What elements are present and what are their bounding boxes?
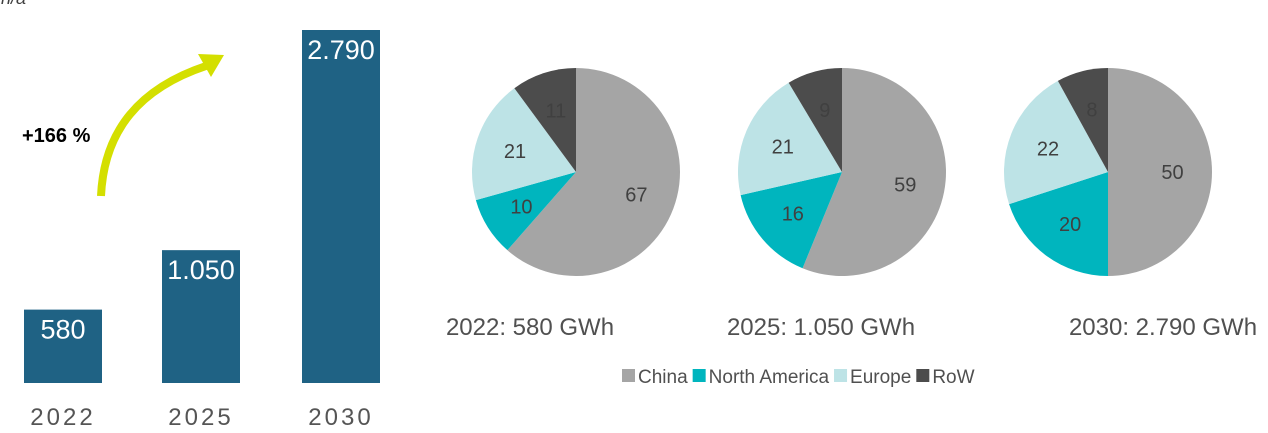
pie-2: 59 16 21 9 2025: 1.050 GWh	[727, 68, 946, 341]
pie-slice-label: 50	[1161, 162, 1183, 184]
pie-slice-label: 67	[625, 185, 647, 207]
pie-slice-label: 22	[1037, 138, 1059, 160]
x-tick-label: 2025	[168, 404, 233, 431]
legend-label: Europe	[850, 367, 911, 388]
pie-slice-label: 21	[504, 141, 526, 163]
pie-slice-label: 11	[546, 101, 567, 123]
pie-3: 50 20 22 8 2030: 2.790 GWh	[1004, 68, 1257, 341]
growth-annotation: +166 %	[22, 125, 91, 147]
pie-slice-label: 9	[819, 100, 830, 122]
pie-slice-label: 10	[510, 196, 532, 218]
pie-slice-label: 8	[1086, 100, 1097, 122]
pie-1: 67 10 21 11 2022: 580 GWh	[446, 68, 680, 341]
bar-value-label: 1.050	[167, 255, 235, 285]
pie-slice-label: 20	[1059, 214, 1081, 236]
growth-arrow	[101, 66, 206, 196]
legend-swatch-north-america	[693, 369, 706, 382]
legend-label: RoW	[932, 367, 974, 388]
legend-swatch-china	[622, 369, 635, 382]
partial-title: GWh/a	[0, 0, 26, 8]
x-tick-label: 2022	[30, 404, 95, 431]
bar-chart: 580 2022 1.050 2025 2.790 2030	[24, 30, 380, 431]
legend-label: North America	[709, 367, 830, 388]
pie-slice-label: 16	[782, 204, 804, 226]
legend-label: China	[638, 367, 688, 388]
growth-arrow-group: +166 %	[22, 54, 224, 196]
legend-swatch-europe	[834, 369, 847, 382]
bar-value-label: 2.790	[307, 35, 375, 65]
bar-2030	[302, 30, 380, 383]
legend-swatch-row	[916, 369, 929, 382]
bar-value-label: 580	[40, 315, 85, 345]
pie-caption: 2030: 2.790 GWh	[1069, 314, 1257, 341]
pie-slice-label: 59	[894, 174, 916, 196]
legend: China North America Europe RoW	[622, 367, 975, 388]
pie-slice-label: 21	[772, 137, 794, 159]
x-tick-label: 2030	[308, 404, 373, 431]
pie-caption: 2025: 1.050 GWh	[727, 314, 915, 341]
pie-slice-china	[1108, 68, 1212, 276]
pie-charts: 67 10 21 11 2022: 580 GWh 59 16 21 9 2025: 1.050 …	[446, 68, 1257, 341]
pie-caption: 2022: 580 GWh	[446, 314, 614, 341]
